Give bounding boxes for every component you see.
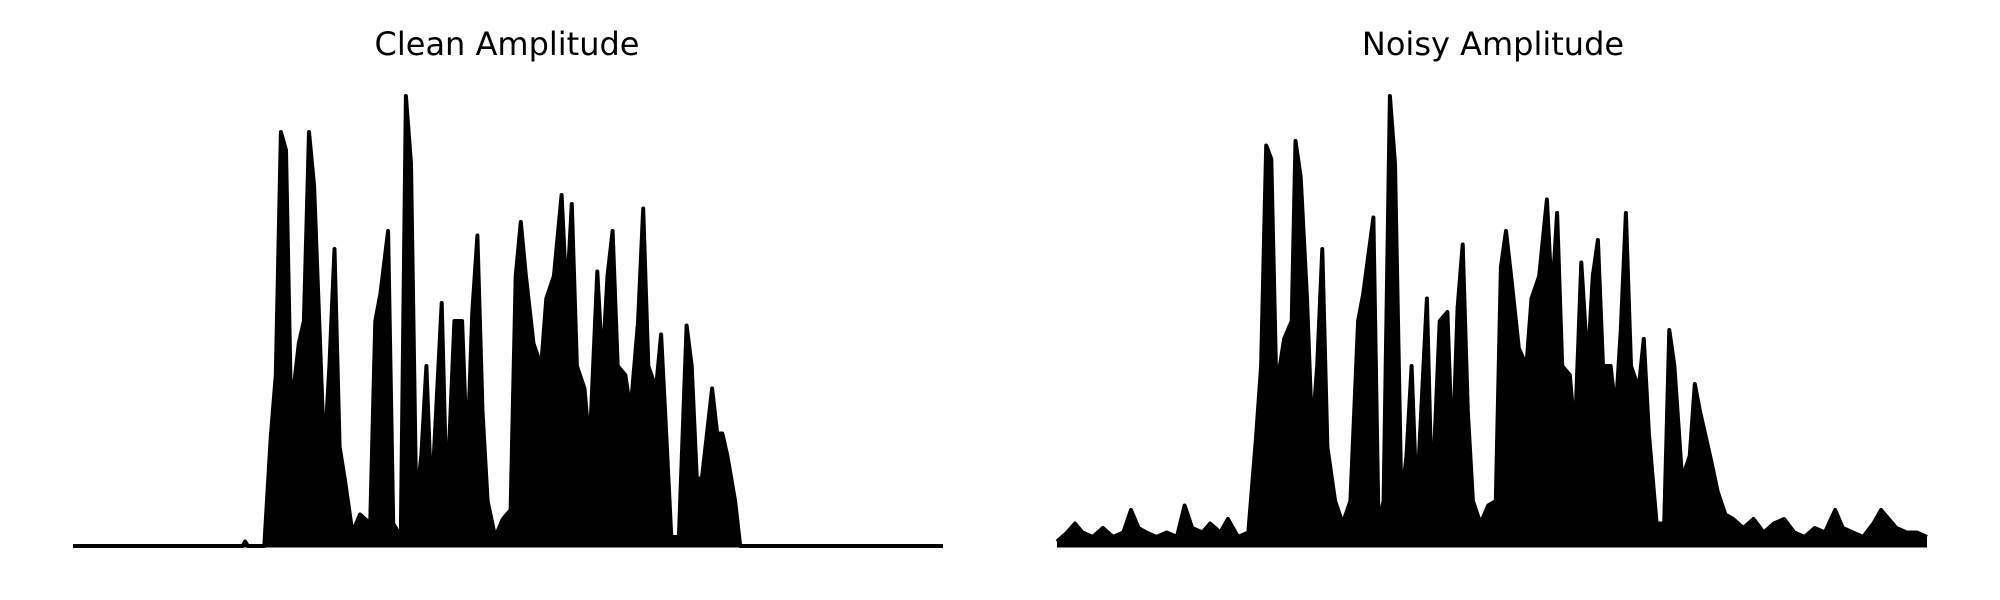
area (1057, 96, 1927, 546)
chart-title: Noisy Amplitude (1362, 25, 1624, 63)
area (73, 96, 943, 546)
chart-title: Clean Amplitude (375, 25, 640, 63)
line (73, 94, 943, 548)
line (1055, 94, 1928, 543)
